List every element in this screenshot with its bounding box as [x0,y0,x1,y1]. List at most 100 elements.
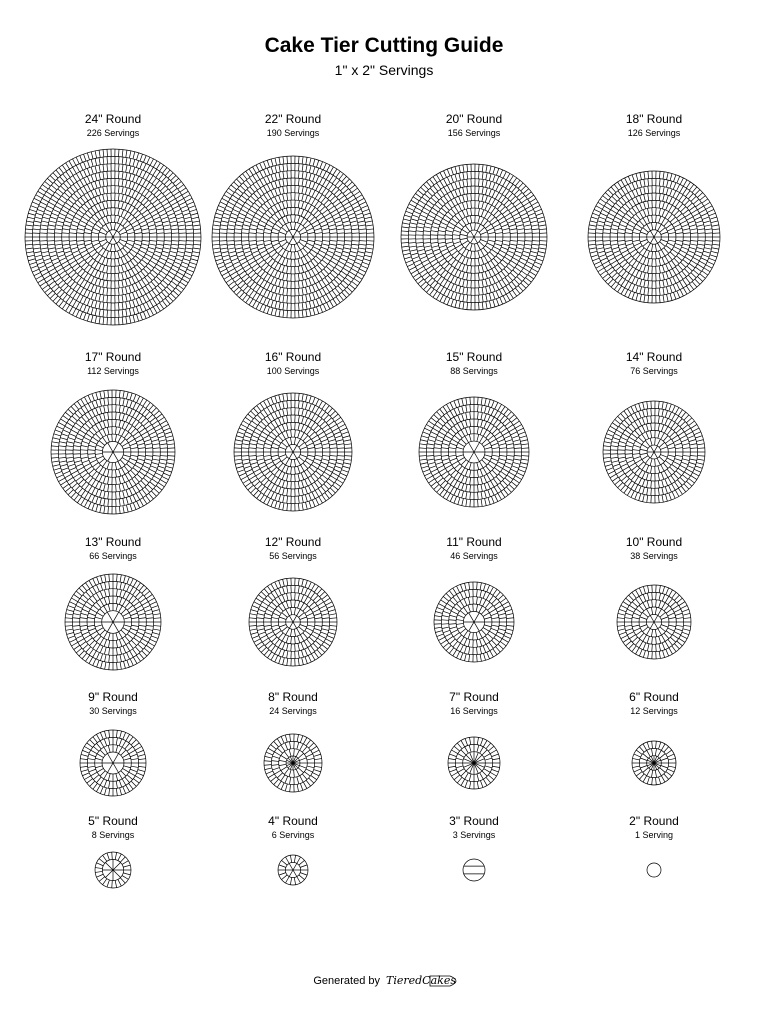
cut-line [364,216,372,220]
cut-line [487,481,491,489]
cut-line [488,595,494,602]
cut-line [458,196,462,204]
cut-line [62,294,68,301]
cut-line [297,495,300,504]
cut-line [435,630,443,633]
cut-line [658,456,665,462]
cut-line [432,261,439,267]
cut-line [122,627,130,632]
cut-line [76,232,84,234]
cut-line [479,427,484,435]
cut-line [631,276,636,284]
cut-line [609,473,617,479]
cut-line [258,224,266,228]
cut-line [489,438,497,444]
cut-line [311,653,316,661]
cut-line [33,197,41,202]
cut-line [671,220,679,225]
cut-line [357,271,365,277]
cut-line [228,187,235,193]
cut-line [465,225,471,232]
cut-line [168,283,176,290]
cut-line [41,251,49,254]
cut-line [122,653,126,661]
cut-line [27,216,35,220]
cut-line [606,216,614,221]
cut-line [312,631,320,636]
cut-line [695,202,702,208]
cut-line [226,264,234,269]
cut-line [658,488,660,496]
cut-line [29,261,37,265]
cut-line [83,605,91,610]
cut-line [143,590,150,597]
cut-line [347,212,355,217]
cut-line [634,476,639,483]
cut-line [52,194,59,200]
cut-line [55,169,61,176]
cut-line [215,212,223,216]
cut-line [699,195,706,201]
cut-line [344,178,350,185]
cut-line [226,205,234,210]
cut-line [264,227,272,231]
cut-line [481,459,488,466]
cut-line [274,647,279,654]
cut-line [673,210,680,216]
cut-line [256,243,265,246]
cut-line [424,226,432,229]
cut-line [179,187,187,193]
cut-line [266,183,271,191]
cut-line [689,246,697,250]
cut-line [458,262,462,270]
cut-line [274,469,280,476]
cut-line [664,426,669,434]
cut-line [483,457,491,462]
cut-line [102,156,105,165]
cut-line [102,476,106,484]
cut-line [192,247,201,250]
cut-line [495,176,500,184]
cut-line [298,227,305,233]
cut-line [505,181,511,189]
cut-line [696,247,704,250]
cut-line [624,624,632,627]
cut-line [484,211,489,219]
cut-line [458,286,461,294]
cut-line [69,240,77,242]
cut-line [290,592,292,601]
cut-line [448,454,457,457]
cut-line [274,308,277,317]
cut-line [294,474,296,482]
cut-line [32,201,40,206]
cut-line [468,462,472,470]
cut-line [530,251,538,254]
cut-line [318,185,323,193]
cut-line [255,641,263,647]
cut-line [689,228,698,231]
cut-line [493,223,501,228]
cut-line [666,468,672,476]
cut-line [604,463,613,467]
cut-line [316,418,323,425]
cut-line [674,200,680,208]
cut-line [102,468,107,476]
cut-line [149,638,157,643]
cut-line [188,265,196,269]
cut-line [346,208,354,213]
cut-line [314,266,319,274]
cut-line [64,474,72,479]
cut-line [290,643,292,652]
cut-line [436,293,441,300]
cut-line [647,643,650,651]
cut-line [624,186,629,193]
cut-line [262,601,269,607]
cut-line [144,190,150,197]
cut-line [344,240,352,242]
cut-line [107,612,119,632]
cut-line [321,187,327,195]
cut-line [101,257,106,265]
cut-line [162,267,170,273]
cut-line [419,443,427,446]
cut-line [286,423,289,431]
